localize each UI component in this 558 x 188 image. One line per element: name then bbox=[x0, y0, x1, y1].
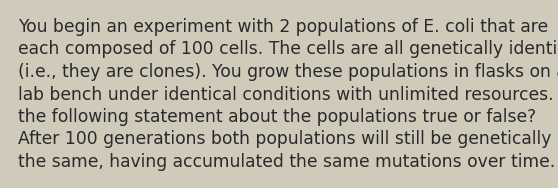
Text: each composed of 100 cells. The cells are all genetically identical: each composed of 100 cells. The cells ar… bbox=[18, 40, 558, 58]
Text: lab bench under identical conditions with unlimited resources. Is: lab bench under identical conditions wit… bbox=[18, 86, 558, 104]
Text: After 100 generations both populations will still be genetically: After 100 generations both populations w… bbox=[18, 130, 551, 149]
Text: You begin an experiment with 2 populations of E. coli that are: You begin an experiment with 2 populatio… bbox=[18, 18, 548, 36]
Text: (i.e., they are clones). You grow these populations in flasks on a: (i.e., they are clones). You grow these … bbox=[18, 63, 558, 81]
Text: the same, having accumulated the same mutations over time.: the same, having accumulated the same mu… bbox=[18, 153, 555, 171]
Text: the following statement about the populations true or false?: the following statement about the popula… bbox=[18, 108, 536, 126]
